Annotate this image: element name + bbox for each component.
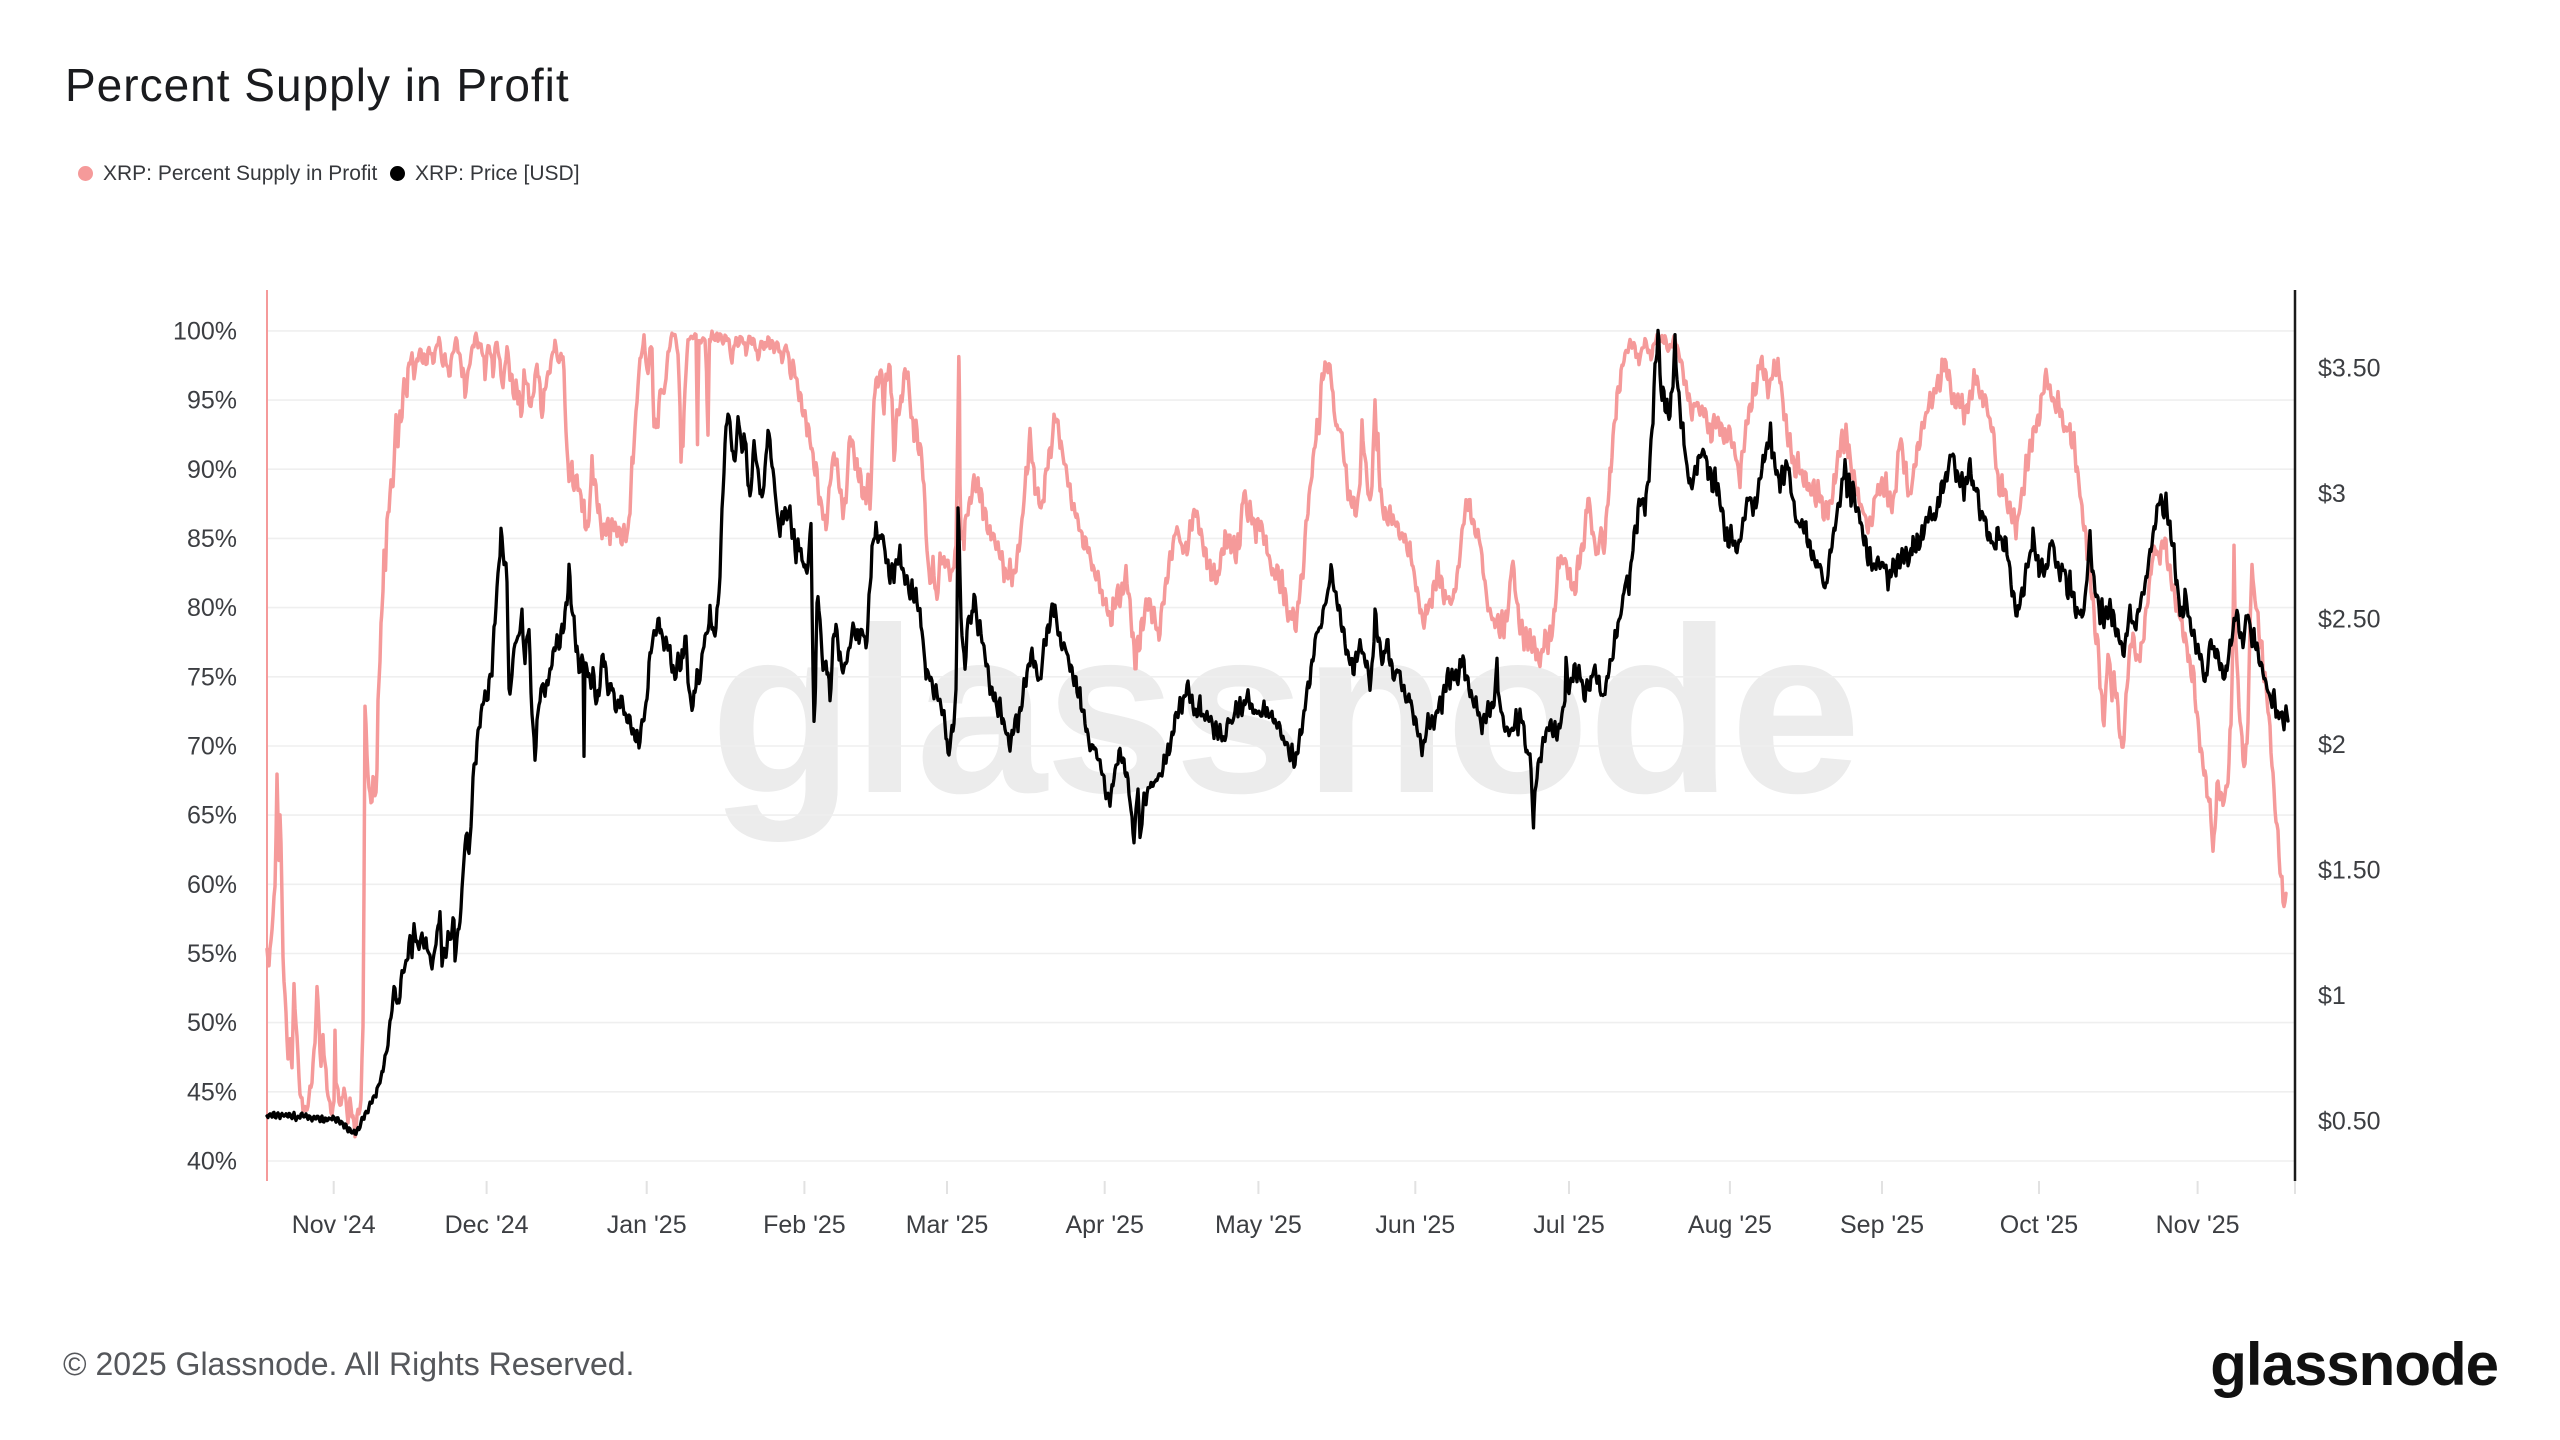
svg-text:90%: 90% [187, 456, 237, 484]
svg-text:Apr '25: Apr '25 [1065, 1211, 1143, 1239]
svg-text:Jul '25: Jul '25 [1533, 1211, 1604, 1239]
svg-text:Nov '25: Nov '25 [2156, 1211, 2240, 1239]
svg-text:$2.50: $2.50 [2318, 606, 2381, 634]
svg-text:Sep '25: Sep '25 [1840, 1211, 1924, 1239]
svg-text:Mar '25: Mar '25 [906, 1211, 989, 1239]
svg-text:100%: 100% [173, 317, 237, 345]
svg-text:80%: 80% [187, 594, 237, 622]
svg-text:$2: $2 [2318, 731, 2346, 759]
svg-text:Jan '25: Jan '25 [607, 1211, 687, 1239]
svg-text:Nov '24: Nov '24 [292, 1211, 376, 1239]
svg-text:Jun '25: Jun '25 [1375, 1211, 1455, 1239]
svg-text:65%: 65% [187, 802, 237, 830]
svg-text:Aug '25: Aug '25 [1688, 1211, 1772, 1239]
svg-text:55%: 55% [187, 940, 237, 968]
svg-text:$0.50: $0.50 [2318, 1107, 2381, 1135]
svg-text:45%: 45% [187, 1078, 237, 1106]
svg-text:40%: 40% [187, 1148, 237, 1176]
svg-text:$3.50: $3.50 [2318, 355, 2381, 383]
svg-text:May '25: May '25 [1215, 1211, 1302, 1239]
svg-text:$3: $3 [2318, 480, 2346, 508]
svg-text:$1.50: $1.50 [2318, 856, 2381, 884]
svg-text:95%: 95% [187, 387, 237, 415]
svg-text:50%: 50% [187, 1009, 237, 1037]
svg-text:$1: $1 [2318, 982, 2346, 1010]
svg-text:glassnode: glassnode [710, 579, 1859, 843]
svg-text:70%: 70% [187, 733, 237, 761]
svg-text:75%: 75% [187, 663, 237, 691]
svg-text:Dec '24: Dec '24 [445, 1211, 529, 1239]
svg-text:Feb '25: Feb '25 [763, 1211, 846, 1239]
svg-text:85%: 85% [187, 525, 237, 553]
svg-text:60%: 60% [187, 871, 237, 899]
svg-text:Oct '25: Oct '25 [2000, 1211, 2078, 1239]
